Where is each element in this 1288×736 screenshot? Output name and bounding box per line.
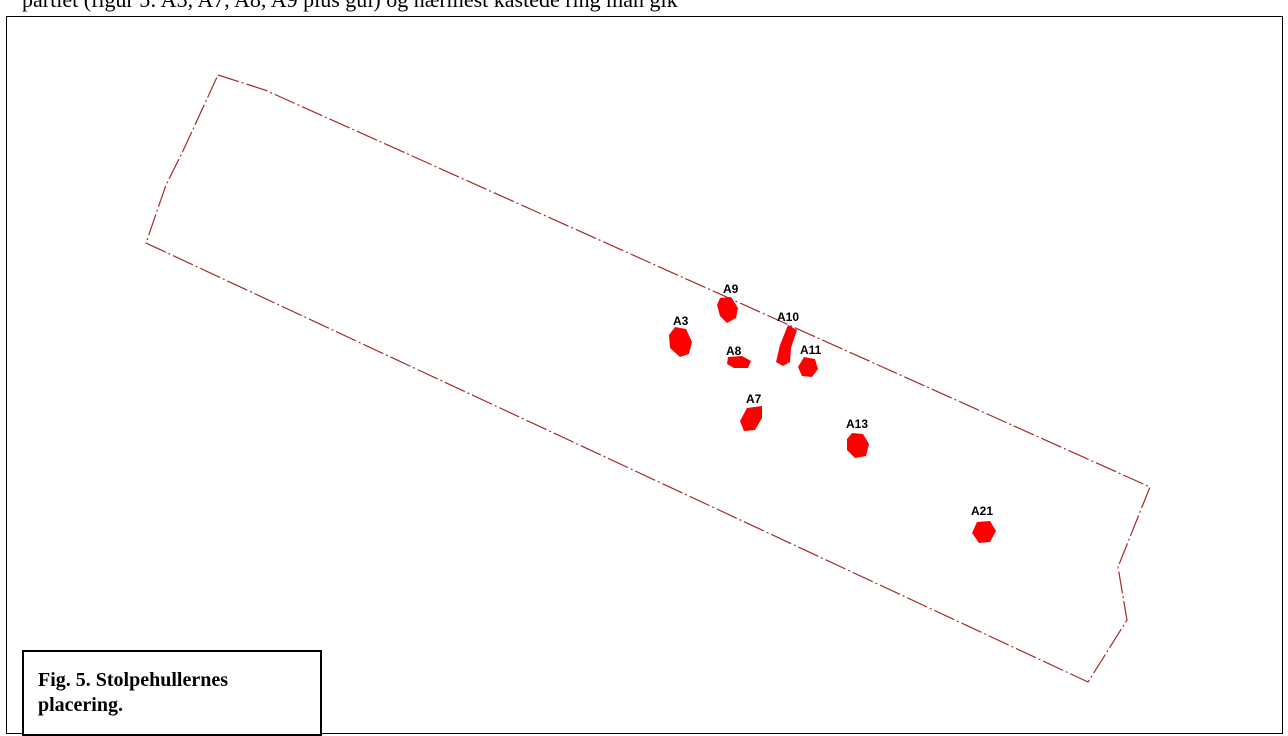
excavation-outline: [145, 74, 1151, 683]
feature-A13-shape: [847, 433, 869, 458]
figure-frame: [6, 16, 1283, 734]
feature-A8-label: A8: [726, 344, 742, 358]
feature-A7-shape: [740, 406, 762, 431]
feature-A11-shape: [798, 357, 818, 377]
feature-A3-label: A3: [673, 314, 689, 328]
figure-caption-box: Fig. 5. Stolpehullernes placering.: [22, 650, 322, 736]
feature-A10-shape: [776, 325, 797, 366]
feature-A8-shape: [727, 356, 751, 368]
feature-A21-shape: [972, 521, 996, 543]
cropped-body-text: partiet (figur 5: A3, A7, A8, A9 plus gu…: [22, 0, 1272, 12]
feature-A11-label: A11: [800, 343, 822, 357]
feature-A7-label: A7: [746, 392, 762, 406]
figure-caption: Fig. 5. Stolpehullernes placering.: [38, 669, 229, 716]
feature-A10-label: A10: [777, 310, 799, 324]
feature-A13-label: A13: [846, 417, 868, 431]
feature-A21-label: A21: [971, 504, 993, 518]
feature-A9-label: A9: [723, 282, 739, 296]
feature-A3-shape: [669, 327, 692, 357]
feature-A9-shape: [717, 297, 738, 323]
